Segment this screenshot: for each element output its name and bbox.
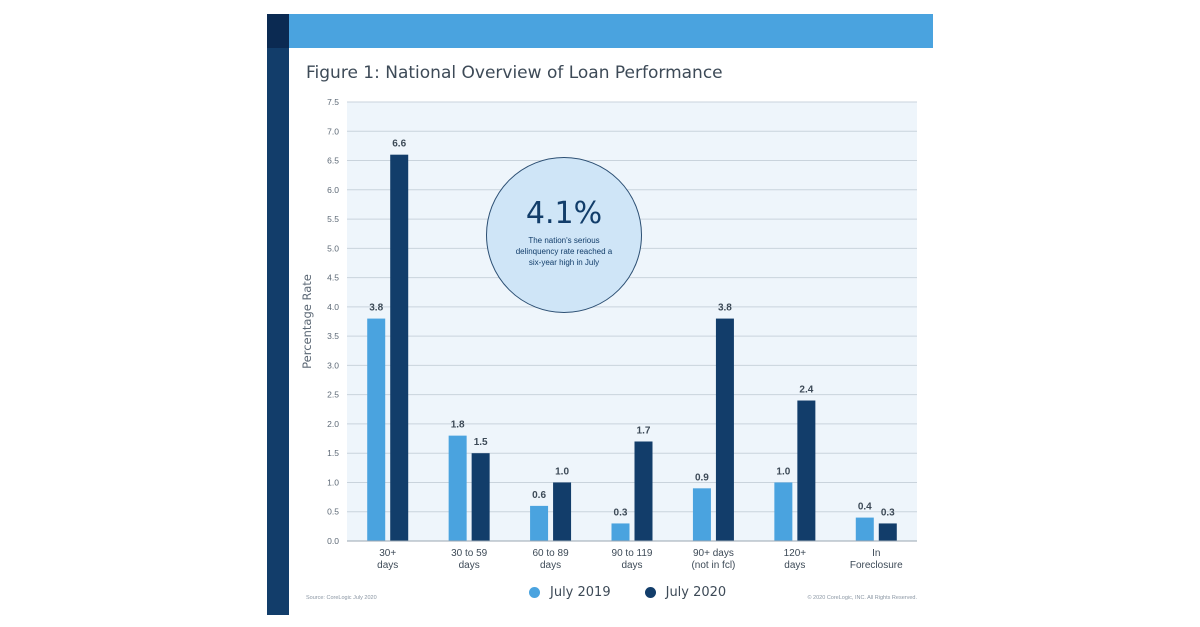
bar-2019-6 [855,517,874,541]
x-tick-label: 90+ days [693,548,734,559]
bar-2019-1 [448,435,467,541]
y-tick-label: 7.0 [327,126,339,136]
bar-2020-3 [634,441,653,541]
legend-swatch-2020 [644,587,656,598]
y-tick-label: 5.5 [327,214,339,224]
x-tick-label: days [621,560,642,571]
x-tick-label: 30 to 59 [451,548,488,559]
legend-swatch-2019 [529,587,540,598]
copyright-note: © 2020 CoreLogic, INC. All Rights Reserv… [807,595,917,601]
data-label: 3.8 [369,303,383,314]
data-label: 0.9 [695,472,709,483]
y-tick-label: 4.0 [327,302,339,312]
bar-2020-5 [797,400,816,541]
bar-2019-4 [692,488,711,541]
x-tick-label: 120+ [784,548,807,559]
y-tick-label: 7.5 [327,97,339,107]
x-tick-label: (not in fcl) [691,560,735,571]
chart-title: Figure 1: National Overview of Loan Perf… [306,63,723,83]
y-tick-label: 6.5 [327,156,339,166]
y-tick-label: 0.5 [327,507,339,517]
bar-2019-3 [611,523,630,541]
data-label: 1.0 [555,466,569,477]
bar-2019-0 [367,318,386,541]
data-label: 1.0 [776,466,790,477]
x-tick-label: days [540,560,561,571]
callout-value: 4.1% [525,195,603,231]
y-axis-label: Percentage Rate [300,274,314,369]
bar-chart: 0.0 0.5 1.0 1.5 2.0 2.5 3.0 3.5 4.0 4.5 5.0 5.5 6.0 6… [300,97,917,571]
bar-2020-0 [390,154,409,541]
legend-item-2020: July 2020 [644,585,727,600]
left-accent-bar [267,14,289,615]
x-tick-label: 60 to 89 [532,548,569,559]
x-tick-label: 30+ [379,548,396,559]
y-tick-label: 2.5 [327,390,339,400]
bar-2020-6 [878,523,897,541]
legend-item-2019: July 2019 [529,585,611,600]
bar-2019-2 [530,505,549,541]
figure-card: Figure 1: National Overview of Loan Perf… [267,14,933,615]
source-note: Source: CoreLogic July 2020 [306,595,377,601]
y-tick-label: 1.5 [327,448,339,458]
chart-legend: July 2019 July 2020 [529,585,760,600]
bar-2020-1 [471,453,490,541]
y-tick-label: 0.0 [327,536,339,546]
bar-2020-4 [715,318,734,541]
bar-2020-2 [553,482,572,541]
x-tick-label: days [377,560,398,571]
y-tick-label: 5.0 [327,243,339,253]
data-label: 2.4 [799,385,813,396]
callout-text: The nation's serious delinquency rate re… [515,235,613,267]
legend-label-2020: July 2020 [665,585,727,600]
data-label: 0.3 [881,507,895,518]
y-tick-label: 6.0 [327,185,339,195]
data-label: 1.7 [637,425,651,436]
x-tick-label: In [872,548,880,559]
y-tick-label: 2.0 [327,419,339,429]
data-label: 1.5 [474,437,488,448]
data-label: 6.6 [392,139,406,150]
data-label: 0.3 [614,507,628,518]
y-tick-label: 3.0 [327,360,339,370]
top-accent-bar [289,14,933,48]
y-tick-label: 3.5 [327,331,339,341]
callout-circle: 4.1% The nation's serious delinquency ra… [486,157,642,313]
data-label: 3.8 [718,303,732,314]
data-label: 0.4 [858,502,872,513]
data-label: 1.8 [451,420,465,431]
legend-label-2019: July 2019 [550,585,611,600]
x-tick-label: days [784,560,805,571]
bar-2019-5 [774,482,793,541]
x-tick-label: 90 to 119 [612,548,653,559]
data-label: 0.6 [532,490,546,501]
plot-background [347,102,917,541]
x-tick-label: Foreclosure [850,560,903,571]
x-tick-label: days [459,560,480,571]
y-tick-label: 1.0 [327,477,339,487]
y-tick-label: 4.5 [327,273,339,283]
top-corner-block [267,14,289,48]
